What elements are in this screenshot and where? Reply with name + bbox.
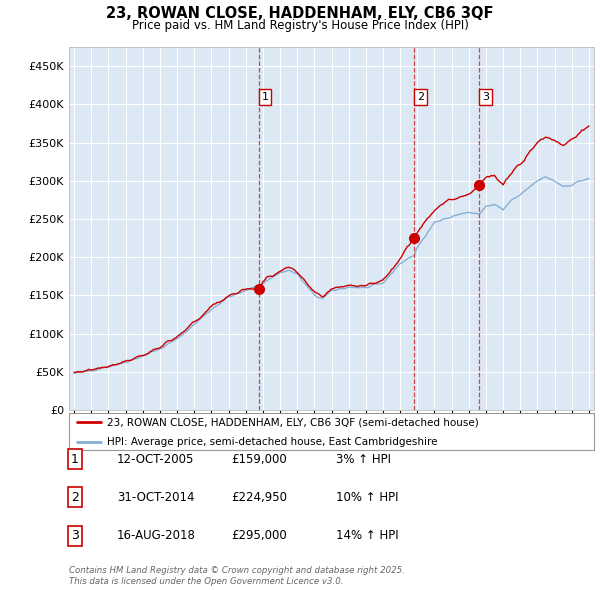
Text: 31-OCT-2014: 31-OCT-2014 (117, 491, 194, 504)
Text: 14% ↑ HPI: 14% ↑ HPI (336, 529, 398, 542)
Text: 1: 1 (71, 453, 79, 466)
Text: 3: 3 (71, 529, 79, 542)
Text: 2: 2 (417, 92, 424, 102)
Text: HPI: Average price, semi-detached house, East Cambridgeshire: HPI: Average price, semi-detached house,… (107, 437, 437, 447)
Text: 23, ROWAN CLOSE, HADDENHAM, ELY, CB6 3QF: 23, ROWAN CLOSE, HADDENHAM, ELY, CB6 3QF (106, 6, 494, 21)
Text: £224,950: £224,950 (231, 491, 287, 504)
Text: 2: 2 (71, 491, 79, 504)
Text: Price paid vs. HM Land Registry's House Price Index (HPI): Price paid vs. HM Land Registry's House … (131, 19, 469, 32)
Text: £295,000: £295,000 (231, 529, 287, 542)
Text: 12-OCT-2005: 12-OCT-2005 (117, 453, 194, 466)
Text: 3% ↑ HPI: 3% ↑ HPI (336, 453, 391, 466)
Text: 23, ROWAN CLOSE, HADDENHAM, ELY, CB6 3QF (semi-detached house): 23, ROWAN CLOSE, HADDENHAM, ELY, CB6 3QF… (107, 417, 479, 427)
Text: 1: 1 (262, 92, 269, 102)
Text: 16-AUG-2018: 16-AUG-2018 (117, 529, 196, 542)
Text: 3: 3 (482, 92, 489, 102)
Text: £159,000: £159,000 (231, 453, 287, 466)
Text: 10% ↑ HPI: 10% ↑ HPI (336, 491, 398, 504)
Text: Contains HM Land Registry data © Crown copyright and database right 2025.
This d: Contains HM Land Registry data © Crown c… (69, 566, 405, 586)
